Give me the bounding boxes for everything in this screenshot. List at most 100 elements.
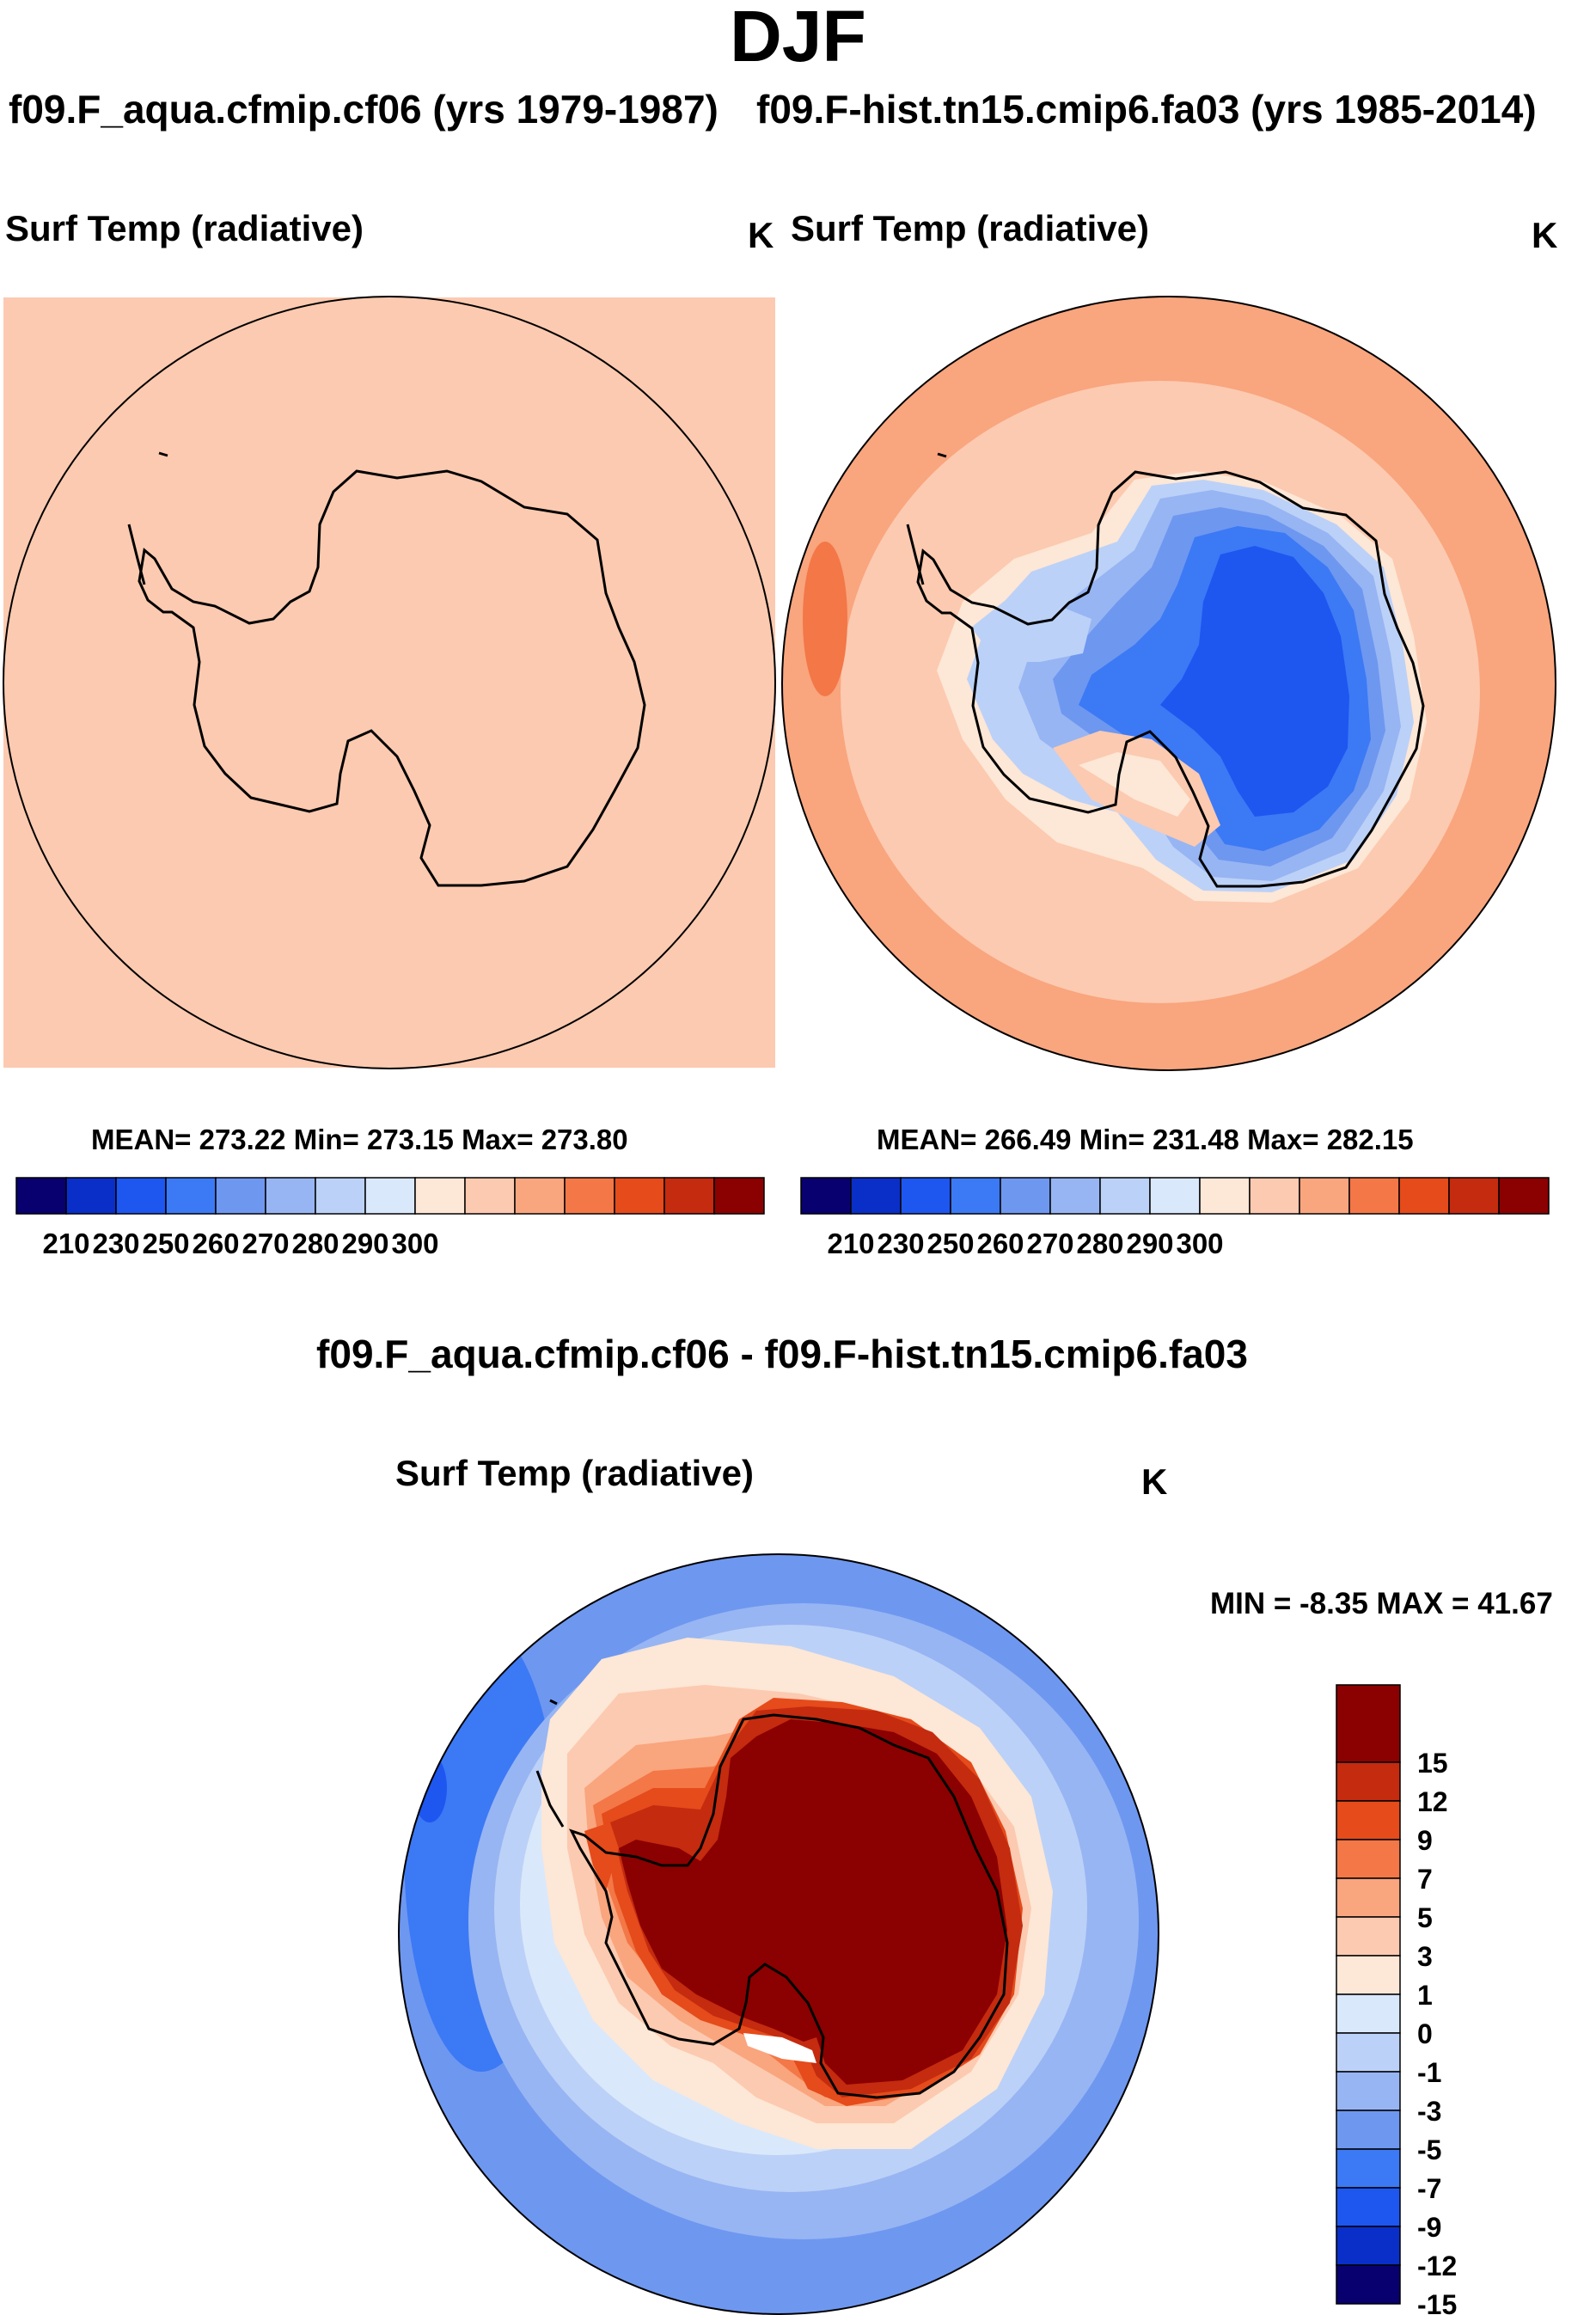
panel2-peninsula-coastline — [906, 524, 925, 585]
panel2-colorbar-swatch — [1000, 1177, 1051, 1215]
panel2-colorbar-tick-label: 230 — [877, 1228, 924, 1259]
panel3-band-6 — [619, 1719, 1007, 2085]
panel2-variable-title: Surf Temp (radiative) — [791, 208, 1149, 248]
panel2-colorbar-swatch — [950, 1177, 1001, 1215]
panel1-colorbar-swatch — [215, 1177, 266, 1215]
panel3-island — [549, 1699, 558, 1706]
panel2-colorbar-swatch — [900, 1177, 951, 1215]
panel2-colorbar-swatch — [1099, 1177, 1151, 1215]
panel3-minmax: MIN = -8.35 MAX = 41.67 — [1210, 1587, 1553, 1620]
panel3-map-boundary — [398, 1553, 1159, 2315]
panel2-colorbar-swatch — [850, 1177, 902, 1215]
panel3-colorbar-swatch — [1336, 1993, 1401, 2034]
panel1-colorbar-tick-label: 280 — [291, 1228, 339, 1259]
panel3-colorbar-swatch — [1336, 2032, 1401, 2073]
panel1-colorbar-tick-label: 230 — [92, 1228, 139, 1259]
panel1-colorbar-tick-label: 300 — [391, 1228, 438, 1259]
panel1-peninsula-coastline — [127, 524, 146, 585]
panel3-colorbar-tick-label: 15 — [1417, 1748, 1448, 1779]
panel2-colorbar-tick-label: 290 — [1126, 1228, 1173, 1259]
panel3-colorbar-tick-label: -12 — [1417, 2251, 1457, 2281]
panel1-colorbar-swatch — [115, 1177, 167, 1215]
panel1-colorbar-tick-label: 210 — [42, 1228, 89, 1259]
panel2-colorbar-tick-label: 250 — [926, 1228, 974, 1259]
panel3-colorbar-swatch — [1336, 1839, 1401, 1879]
panel2-colorbar-swatch — [1149, 1177, 1201, 1215]
panel3-colorbar-tick-label: -5 — [1417, 2134, 1441, 2165]
panel3-colorbar-swatch — [1336, 2226, 1401, 2266]
panel1-colorbar-tick-label: 270 — [242, 1228, 289, 1259]
panel2-map-boundary — [781, 296, 1556, 1071]
panel3-cold-west-core — [413, 1754, 447, 1822]
panel1-colorbar-swatch — [414, 1177, 466, 1215]
difference-title: f09.F_aqua.cfmip.cf06 - f09.F-hist.tn15.… — [316, 1332, 1248, 1376]
panel2-island — [937, 452, 947, 458]
panel3-colorbar-swatch — [1336, 2071, 1401, 2111]
panel2-colorbar-tick-label: 300 — [1176, 1228, 1223, 1259]
panel2-colorbar: 210 230 250 260 270 280 290 300 — [800, 1177, 1550, 1259]
panel3-colorbar-tick-label: -3 — [1417, 2096, 1441, 2127]
panel3-antarctica-coastline — [569, 1713, 1009, 2099]
panel3-colorbar-tick-label: 3 — [1417, 1941, 1433, 1972]
panel3-colorbar-swatch — [1336, 2110, 1401, 2150]
panel3-colorbar-swatch — [1336, 2148, 1401, 2189]
panel2-colorbar-swatch — [1498, 1177, 1550, 1215]
panel2-warm-patch — [803, 542, 847, 696]
panel3-colorbar-tick-label: -15 — [1417, 2289, 1457, 2315]
panel2-stats: MEAN= 266.49 Min= 231.48 Max= 282.15 — [877, 1124, 1414, 1155]
panel2-colorbar-swatch — [1448, 1177, 1500, 1215]
panel1-map — [3, 296, 776, 1069]
panel3-colorbar-swatch — [1336, 2187, 1401, 2227]
panel3-map — [398, 1553, 1159, 2315]
panel3-colorbar-swatch — [1336, 1684, 1401, 1763]
panel3-iceshelf-blank — [743, 2033, 816, 2063]
panel1-colorbar: 210 230 250 260 270 280 290 300 — [15, 1177, 765, 1259]
panel1-colorbar-swatch — [564, 1177, 615, 1215]
main-title: DJF — [730, 0, 866, 77]
panel2-colorbar-swatch — [1299, 1177, 1350, 1215]
panel3-colorbar-tick-label: -9 — [1417, 2212, 1441, 2243]
panel3-colorbar: 15 12 9 7 5 3 1 0 -1 -3 -5 -7 -9 -12 -15 — [1336, 1684, 1457, 2315]
panel1-colorbar-swatch — [614, 1177, 665, 1215]
panel1-colorbar-swatch — [315, 1177, 366, 1215]
panel2-unit-label: K — [1532, 215, 1558, 255]
panel2-colorbar-swatch — [1199, 1177, 1251, 1215]
panel3-colorbar-tick-label: 7 — [1417, 1864, 1433, 1895]
panel1-antarctica-coastline — [138, 469, 646, 887]
panel1-colorbar-swatch — [364, 1177, 416, 1215]
panel1-stats: MEAN= 273.22 Min= 273.15 Max= 273.80 — [91, 1124, 628, 1155]
panel2-iceshelf-mid — [1079, 752, 1190, 817]
panel3-colorbar-swatch — [1336, 1761, 1401, 1802]
panel1-field — [3, 297, 775, 1068]
panel2-map — [781, 296, 1556, 1071]
panel2-colorbar-tick-label: 280 — [1076, 1228, 1123, 1259]
panel1-colorbar-swatch — [65, 1177, 117, 1215]
panel3-colorbar-swatch — [1336, 1877, 1401, 1918]
panel1-colorbar-tick-label: 250 — [142, 1228, 189, 1259]
panel2-colorbar-swatch — [1398, 1177, 1450, 1215]
panel1-colorbar-swatch — [713, 1177, 765, 1215]
panel1-colorbar-tick-label: 260 — [192, 1228, 239, 1259]
panel1-colorbar-swatch — [464, 1177, 516, 1215]
panel1-variable-title: Surf Temp (radiative) — [5, 208, 364, 248]
panel3-colorbar-swatch — [1336, 1955, 1401, 1995]
case-title-left: f09.F_aqua.cfmip.cf06 (yrs 1979-1987) — [9, 87, 719, 132]
panel3-colorbar-tick-label: -1 — [1417, 2057, 1441, 2088]
panel2-colorbar-swatch — [800, 1177, 852, 1215]
panel2-colorbar-tick-label: 260 — [976, 1228, 1024, 1259]
panel3-colorbar-swatch — [1336, 1916, 1401, 1957]
panel3-colorbar-tick-label: 5 — [1417, 1902, 1433, 1933]
panel1-colorbar-swatch — [165, 1177, 217, 1215]
panel3-variable-title: Surf Temp (radiative) — [395, 1453, 754, 1493]
panel3-peninsula-warm — [584, 1822, 619, 1891]
panel2-colorbar-tick-label: 210 — [827, 1228, 874, 1259]
panel3-colorbar-swatch — [1336, 2264, 1401, 2305]
panel1-colorbar-tick-label: 290 — [341, 1228, 388, 1259]
panel2-colorbar-swatch — [1049, 1177, 1101, 1215]
panel3-colorbar-tick-label: 12 — [1417, 1786, 1448, 1817]
panel3-colorbar-tick-label: -7 — [1417, 2173, 1441, 2204]
panel3-peninsula-coastline — [535, 1770, 565, 1828]
panel1-colorbar-swatch — [663, 1177, 715, 1215]
panel2-band-5 — [1160, 546, 1349, 817]
